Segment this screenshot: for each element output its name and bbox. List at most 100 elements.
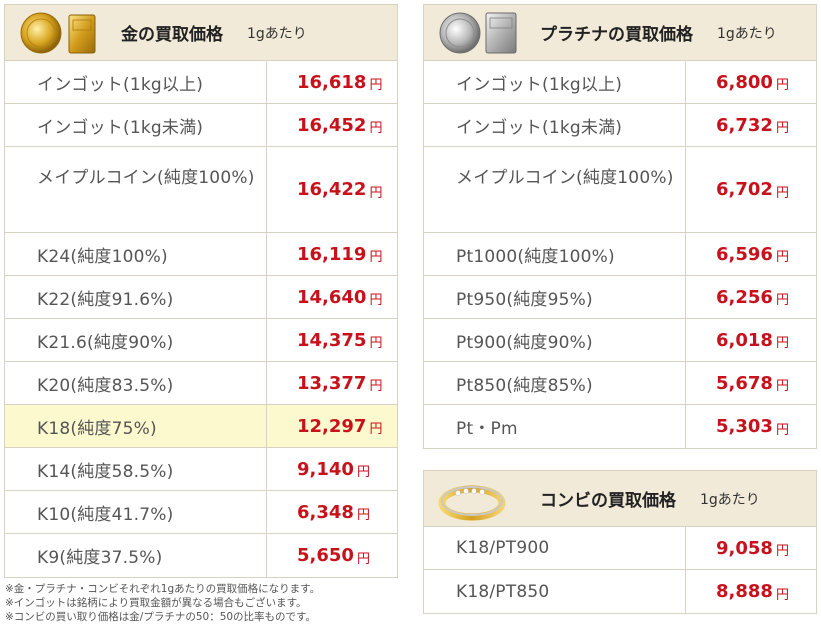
item-name: K9(純度37.5%) (5, 534, 267, 577)
price-row: メイプルコイン(純度100%) 16,422 円 (5, 147, 397, 233)
price-cell: 14,640 円 (267, 276, 397, 318)
yen-unit: 円 (369, 422, 383, 437)
item-name: メイプルコイン(純度100%) (424, 147, 686, 232)
yen-unit: 円 (369, 379, 383, 394)
price-cell: 6,018 円 (686, 319, 816, 361)
price-row: K22(純度91.6%) 14,640 円 (5, 276, 397, 319)
item-name: K14(純度58.5%) (5, 448, 267, 490)
price-row: K14(純度58.5%) 9,140 円 (5, 448, 397, 491)
price-row: Pt1000(純度100%) 6,596 円 (424, 233, 816, 276)
yen-unit: 円 (775, 336, 789, 351)
price-row: Pt900(純度90%) 6,018 円 (424, 319, 816, 362)
price-row: メイプルコイン(純度100%) 6,702 円 (424, 147, 816, 233)
yen-unit: 円 (775, 78, 789, 93)
yen-unit: 円 (775, 422, 789, 438)
yen-unit: 円 (369, 121, 383, 136)
price-value: 6,800 (716, 71, 773, 93)
price-value: 9,140 (297, 458, 354, 480)
yen-unit: 円 (369, 336, 383, 351)
item-name: インゴット(1kg以上) (5, 61, 267, 103)
item-name: K18/PT850 (424, 570, 686, 613)
gold-table-header: 金の買取価格 1gあたり (5, 5, 397, 61)
price-cell: 16,618 円 (267, 61, 397, 103)
price-value: 16,119 (297, 243, 367, 265)
item-name: インゴット(1kg未満) (5, 104, 267, 146)
price-cell: 6,596 円 (686, 233, 816, 275)
price-row: K9(純度37.5%) 5,650 円 (5, 534, 397, 577)
price-row: K20(純度83.5%) 13,377 円 (5, 362, 397, 405)
yen-unit: 円 (775, 379, 789, 394)
price-cell: 6,348 円 (267, 491, 397, 533)
price-value: 6,596 (716, 243, 773, 265)
price-value: 6,348 (297, 501, 354, 523)
yen-unit: 円 (356, 551, 370, 567)
gold-rows: インゴット(1kg以上) 16,618 円インゴット(1kg未満) 16,452 円メイ… (5, 61, 397, 577)
price-cell: 5,303 円 (686, 405, 816, 448)
item-name: インゴット(1kg以上) (424, 61, 686, 103)
item-name: Pt900(純度90%) (424, 319, 686, 361)
item-name: K21.6(純度90%) (5, 319, 267, 361)
footnotes: ※金・プラチナ・コンビそれぞれ1gあたりの買取価格になります。 ※インゴットは銘… (5, 582, 405, 624)
price-cell: 8,888 円 (686, 570, 816, 613)
price-row: インゴット(1kg以上) 16,618 円 (5, 61, 397, 104)
footnote-line: ※インゴットは銘柄により買取金額が異なる場合もございます。 (5, 597, 307, 609)
price-cell: 5,678 円 (686, 362, 816, 404)
combi-ring-icon (438, 485, 506, 520)
platinum-rows: インゴット(1kg以上) 6,800 円インゴット(1kg未満) 6,732 円メイプル… (424, 61, 816, 448)
item-name: K24(純度100%) (5, 233, 267, 275)
price-row: インゴット(1kg以上) 6,800 円 (424, 61, 816, 104)
footnote-line: ※金・プラチナ・コンビそれぞれ1gあたりの買取価格になります。 (5, 583, 321, 595)
price-value: 5,650 (297, 545, 354, 566)
price-value: 8,888 (716, 581, 773, 602)
price-row: K24(純度100%) 16,119 円 (5, 233, 397, 276)
item-name: Pt・Pm (424, 405, 686, 448)
item-name: K18/PT900 (424, 527, 686, 569)
platinum-price-table: プラチナの買取価格 1gあたり インゴット(1kg以上) 6,800 円インゴット(… (423, 4, 817, 449)
price-value: 13,377 (297, 372, 367, 394)
price-cell: 9,140 円 (267, 448, 397, 490)
price-row: インゴット(1kg未満) 16,452 円 (5, 104, 397, 147)
price-row: K10(純度41.7%) 6,348 円 (5, 491, 397, 534)
price-row: Pt・Pm 5,303 円 (424, 405, 816, 448)
yen-unit: 円 (775, 293, 789, 308)
yen-unit: 円 (775, 587, 789, 603)
item-name: K18(純度75%) (5, 405, 267, 447)
combi-table-header: コンビの買取価格 1gあたり (424, 471, 816, 527)
price-cell: 9,058 円 (686, 527, 816, 569)
price-cell: 14,375 円 (267, 319, 397, 361)
price-value: 16,422 (297, 179, 367, 200)
price-cell: 6,702 円 (686, 147, 816, 232)
price-value: 6,256 (716, 286, 773, 308)
price-row: K21.6(純度90%) 14,375 円 (5, 319, 397, 362)
item-name: Pt1000(純度100%) (424, 233, 686, 275)
gold-table-title: 金の買取価格 (121, 25, 223, 45)
item-name: K20(純度83.5%) (5, 362, 267, 404)
footnote-line: ※コンビの買い取り価格は金/プラチナの50：50の比率ものです。 (5, 611, 317, 623)
price-value: 14,375 (297, 329, 367, 351)
price-value: 9,058 (716, 537, 773, 559)
item-name: インゴット(1kg未満) (424, 104, 686, 146)
price-value: 6,732 (716, 114, 773, 136)
price-cell: 6,732 円 (686, 104, 816, 146)
combi-rows: K18/PT900 9,058 円 K18/PT850 8,888 円 (424, 527, 816, 613)
platinum-table-header: プラチナの買取価格 1gあたり (424, 5, 816, 61)
yen-unit: 円 (775, 185, 789, 201)
yen-unit: 円 (356, 508, 370, 523)
yen-unit: 円 (356, 465, 370, 480)
price-value: 5,303 (716, 416, 773, 437)
price-row: K18(純度75%) 12,297 円 (5, 405, 397, 448)
yen-unit: 円 (369, 293, 383, 308)
price-cell: 13,377 円 (267, 362, 397, 404)
price-value: 12,297 (297, 415, 367, 437)
price-value: 6,702 (716, 179, 773, 200)
price-cell: 6,800 円 (686, 61, 816, 103)
gold-bars-icon (20, 12, 96, 53)
price-row: Pt950(純度95%) 6,256 円 (424, 276, 816, 319)
price-value: 16,618 (297, 71, 367, 93)
yen-unit: 円 (775, 544, 789, 559)
gold-table-unit: 1gあたり (247, 25, 307, 42)
item-name: Pt850(純度85%) (424, 362, 686, 404)
yen-unit: 円 (369, 78, 383, 93)
item-name: K10(純度41.7%) (5, 491, 267, 533)
yen-unit: 円 (775, 250, 789, 265)
